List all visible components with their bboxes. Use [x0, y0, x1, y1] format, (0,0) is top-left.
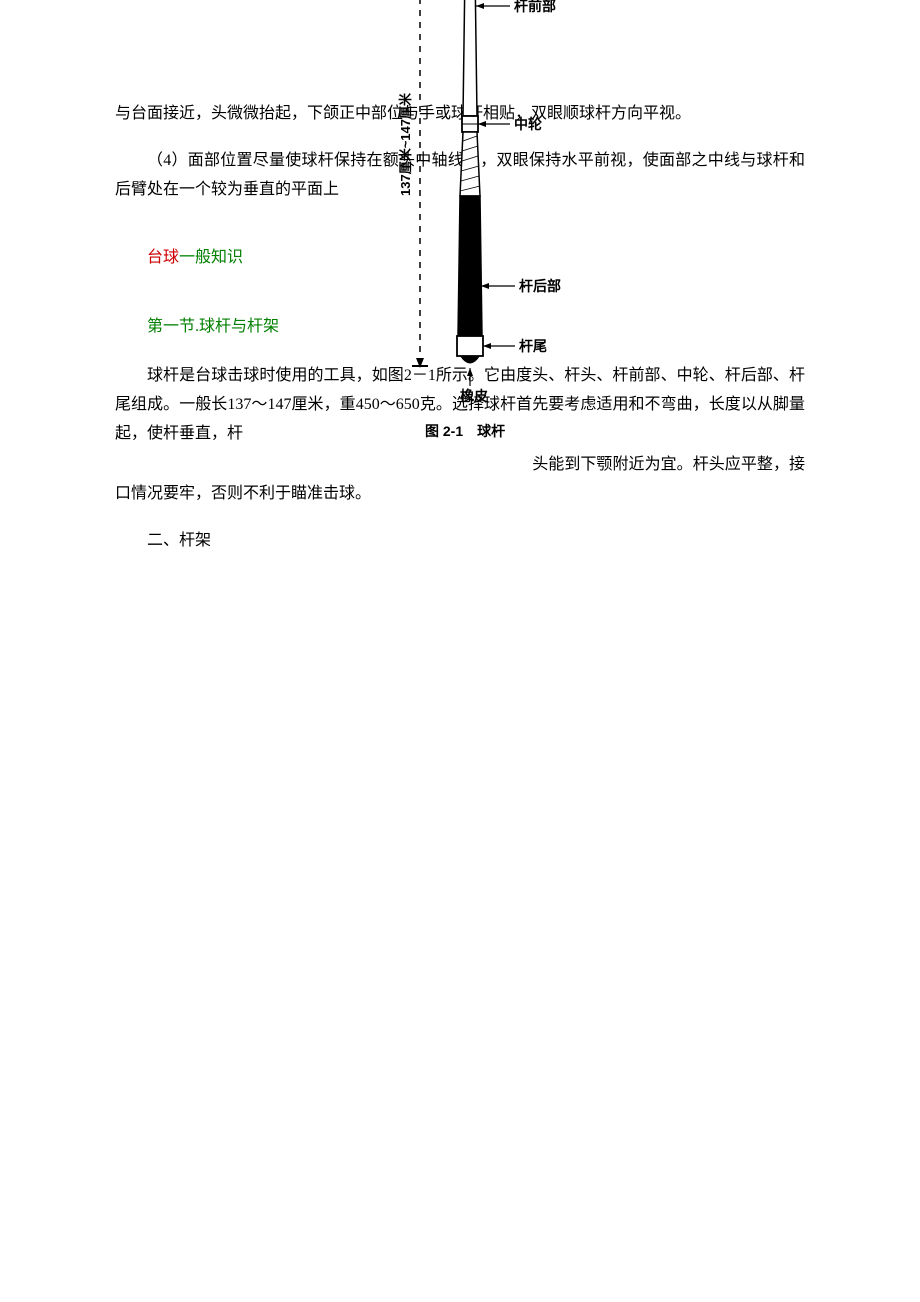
paragraph-cue-intro-cont: 不弯曲，长度以从脚量起，使杆垂直，杆 头能到下颚附近为宜。杆头应平整，接口情况要… — [115, 451, 805, 509]
cue-tailcap-shape — [457, 336, 483, 356]
label-tail: 杆尾 — [519, 338, 547, 354]
heading-rest: 二、杆架 — [115, 527, 805, 556]
section-title-part-1: 台球 — [147, 249, 179, 266]
leader-rubber-arrow — [467, 368, 473, 376]
leader-front-arrow — [476, 3, 484, 9]
label-rubber: 橡皮 — [460, 388, 488, 404]
leader-tail-arrow — [483, 343, 491, 349]
cue-intro-after-figure: 头能到下颚附近为宜。杆头应平整，接口情况要牢，否则不利于瞄准击球。 — [115, 456, 805, 502]
section-title-part-2: 一般知识 — [179, 249, 243, 266]
leader-mid-arrow — [478, 121, 486, 127]
dimension-text: 137厘米~147厘米 — [398, 92, 413, 196]
cue-front-shape — [463, 0, 477, 116]
leader-rear-arrow — [481, 283, 489, 289]
label-rear: 杆后部 — [519, 278, 561, 294]
label-mid: 中轮 — [514, 116, 542, 132]
cue-rubber-shape — [460, 356, 480, 364]
label-front: 杆前部 — [514, 0, 556, 14]
subsection-title-text: 第一节.球杆与杆架 — [147, 318, 279, 335]
cue-diagram-svg: 137厘米~147厘米 — [310, 0, 610, 446]
document-page: 与台面接近，头微微抬起，下颌正中部位与手或球杆相贴，双眼顺球杆方向平视。 （4）… — [0, 0, 920, 1302]
figure-caption: 图 2-1 球杆 — [425, 423, 505, 439]
cue-butt-shape — [458, 196, 482, 336]
